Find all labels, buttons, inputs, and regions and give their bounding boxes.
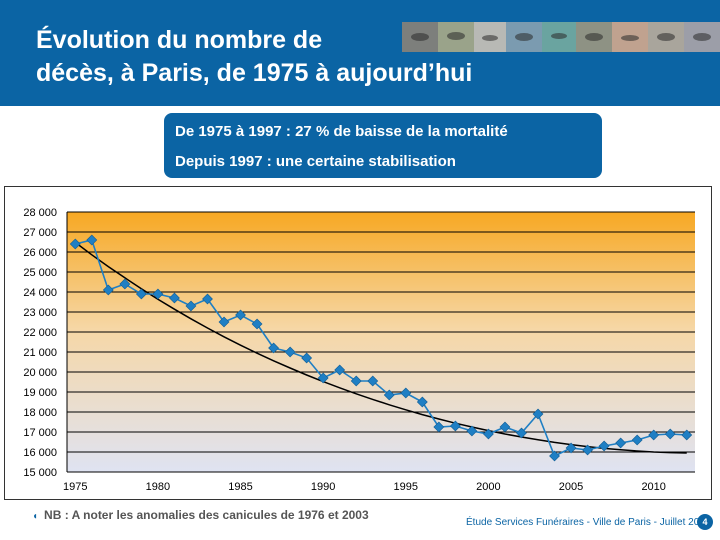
data-point — [317, 372, 329, 384]
page-number: 4 — [697, 514, 713, 530]
data-point — [499, 421, 511, 433]
data-point — [235, 309, 246, 321]
data-point — [598, 440, 610, 452]
footnote-text: NB : A noter les anomalies des canicules… — [44, 508, 369, 522]
data-point — [367, 375, 379, 387]
data-point — [69, 238, 81, 250]
deaths-line-chart: 15 000 16 000 17 000 18 000 19 000 20 000 21 0… — [23, 207, 695, 493]
data-point — [466, 425, 478, 437]
data-point — [648, 429, 660, 441]
data-point — [168, 292, 180, 304]
footnote: ◖ NB : A noter les anomalies des canicule… — [32, 508, 369, 522]
title-line-1: Évolution du nombre de — [36, 26, 323, 54]
data-point — [185, 300, 197, 312]
x-tick-label: 1990 — [311, 481, 335, 493]
data-point — [334, 364, 346, 376]
data-point — [135, 288, 147, 300]
data-point — [433, 421, 445, 433]
header-banner: Évolution du nombre de décès, à Paris, d… — [0, 0, 720, 106]
y-tick-label: 19 000 — [23, 387, 57, 399]
data-point — [86, 234, 98, 246]
x-tick-label: 1995 — [394, 481, 418, 493]
data-point — [119, 278, 131, 290]
chart-frame: 15 000 16 000 17 000 18 000 19 000 20 000 21 0… — [4, 186, 712, 500]
y-tick-label: 20 000 — [23, 367, 57, 379]
summary-callout: De 1975 à 1997 : 27 % de baisse de la mo… — [164, 113, 602, 178]
data-point — [532, 408, 544, 420]
y-tick-label: 18 000 — [23, 407, 57, 419]
data-point — [582, 444, 594, 456]
y-tick-label: 25 000 — [23, 267, 57, 279]
faces-photo-strip — [402, 22, 720, 52]
trend-line — [74, 241, 687, 454]
data-point — [516, 427, 527, 439]
footer-text: Étude Services Funéraires - Ville de Par… — [466, 517, 711, 528]
x-tick-label: 1975 — [63, 481, 87, 493]
data-point — [482, 428, 494, 440]
y-tick-label: 26 000 — [23, 247, 57, 259]
data-point — [681, 429, 693, 441]
x-tick-label: 1985 — [228, 481, 252, 493]
y-tick-label: 22 000 — [23, 327, 57, 339]
callout-line-1: De 1975 à 1997 : 27 % de baisse de la mo… — [175, 123, 508, 140]
data-point — [383, 389, 395, 401]
data-point — [631, 434, 643, 446]
data-point — [218, 316, 230, 328]
y-tick-label: 23 000 — [23, 307, 57, 319]
y-tick-label: 21 000 — [23, 347, 57, 359]
x-tick-label: 2000 — [476, 481, 500, 493]
y-tick-label: 27 000 — [23, 227, 57, 239]
data-point — [615, 437, 627, 449]
x-tick-label: 1980 — [146, 481, 170, 493]
data-point — [202, 293, 213, 305]
data-point — [664, 428, 676, 440]
data-point — [301, 352, 313, 364]
title-line-2: décès, à Paris, de 1975 à aujourd’hui — [36, 59, 473, 87]
data-point — [152, 288, 164, 300]
plot-area — [67, 212, 695, 472]
data-point — [449, 420, 461, 432]
data-point — [400, 387, 412, 399]
data-point — [565, 442, 577, 454]
y-tick-label: 15 000 — [23, 467, 57, 479]
data-point — [102, 284, 114, 296]
callout-line-2: Depuis 1997 : une certaine stabilisation — [175, 153, 456, 170]
y-tick-label: 16 000 — [23, 447, 57, 459]
data-point — [251, 318, 263, 330]
data-point — [549, 450, 560, 462]
x-tick-label: 2005 — [559, 481, 583, 493]
y-tick-label: 17 000 — [23, 427, 57, 439]
data-point — [268, 342, 280, 354]
data-point — [416, 396, 428, 408]
data-point — [284, 346, 296, 358]
y-tick-label: 24 000 — [23, 287, 57, 299]
slide-title: Évolution du nombre de décès, à Paris, d… — [36, 24, 472, 90]
x-tick-label: 2010 — [641, 481, 665, 493]
y-tick-label: 28 000 — [23, 207, 57, 219]
data-point — [350, 375, 362, 387]
bullet-icon: ◖ — [32, 511, 39, 522]
